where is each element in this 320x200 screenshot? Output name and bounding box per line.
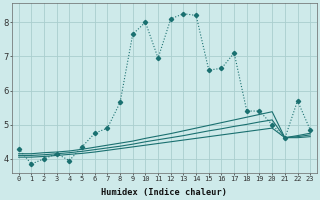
X-axis label: Humidex (Indice chaleur): Humidex (Indice chaleur) (101, 188, 228, 197)
